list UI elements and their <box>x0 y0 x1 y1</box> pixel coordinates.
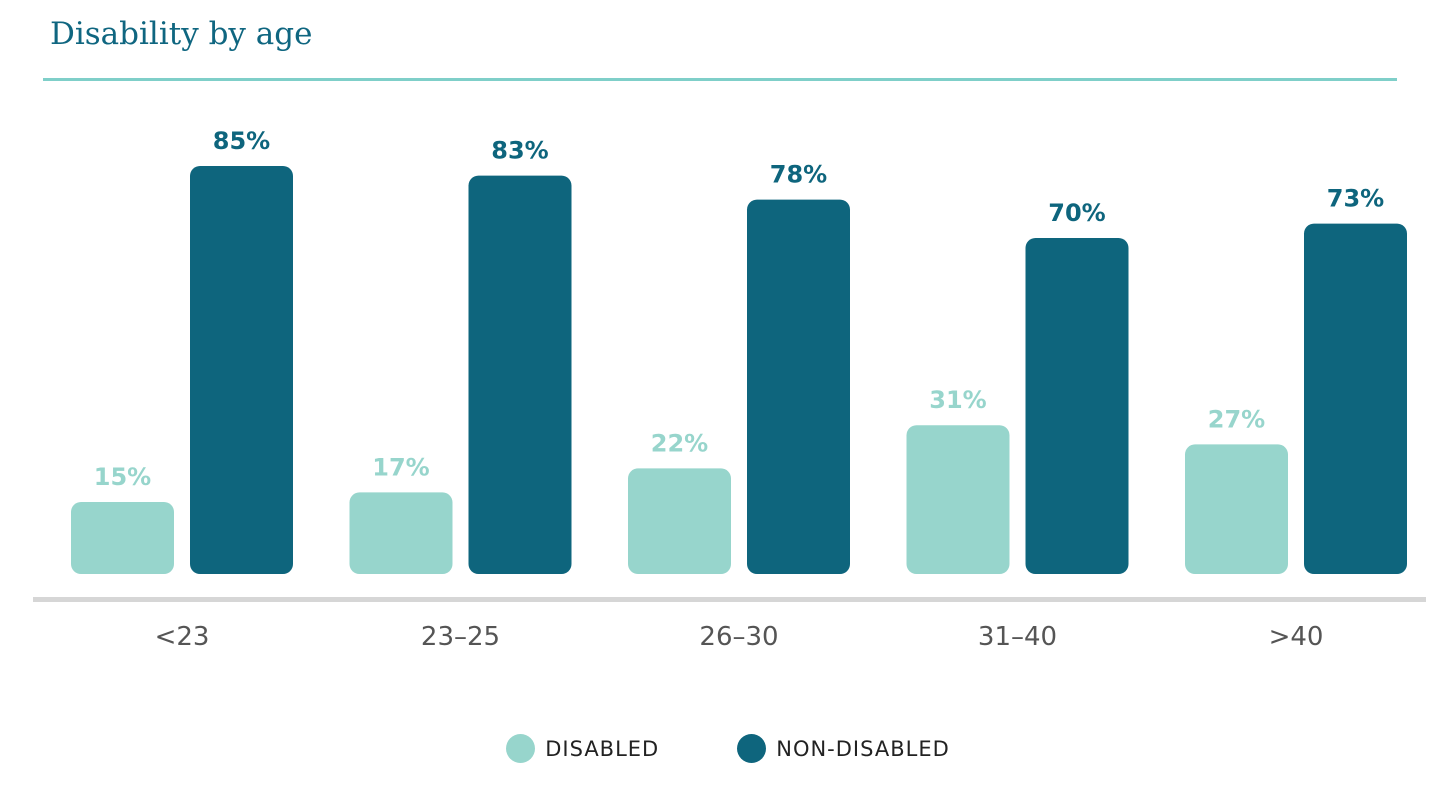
data-label-disabled-4: 27% <box>1208 405 1265 433</box>
category-label-2: 26–30 <box>699 622 778 652</box>
data-label-non-disabled-2: 78% <box>770 161 827 189</box>
chart-title: Disability by age <box>50 16 313 52</box>
data-label-non-disabled-4: 73% <box>1327 185 1384 213</box>
x-axis-line <box>33 597 1426 602</box>
data-label-non-disabled-0: 85% <box>213 127 270 155</box>
category-label-3: 31–40 <box>978 622 1057 652</box>
bar-non-disabled-4 <box>1304 223 1407 574</box>
bar-non-disabled-0 <box>190 166 293 574</box>
bar-non-disabled-2 <box>747 199 850 574</box>
legend-item-non-disabled: NON-DISABLED <box>737 734 950 763</box>
bar-non-disabled-3 <box>1025 238 1129 574</box>
legend-label-non-disabled: NON-DISABLED <box>776 736 950 761</box>
legend-label-disabled: DISABLED <box>545 736 660 761</box>
data-label-disabled-3: 31% <box>929 386 986 414</box>
data-label-disabled-2: 22% <box>651 429 708 457</box>
bar-disabled-4 <box>1185 444 1288 574</box>
bar-disabled-2 <box>628 468 731 574</box>
data-label-disabled-1: 17% <box>372 453 429 481</box>
title-divider <box>43 78 1397 81</box>
legend-swatch-non-disabled <box>737 734 767 763</box>
data-label-non-disabled-1: 83% <box>491 137 548 165</box>
data-label-non-disabled-3: 70% <box>1048 199 1105 227</box>
bar-disabled-1 <box>349 492 453 574</box>
category-label-4: >40 <box>1269 622 1324 652</box>
bar-non-disabled-1 <box>468 175 572 574</box>
bar-chart: 15% 85% <23 17% 83% 23–25 22% 78% 26–30 31% 70% 31–… <box>33 127 1426 652</box>
legend-swatch-disabled <box>506 734 536 763</box>
category-label-1: 23–25 <box>421 622 500 652</box>
bar-disabled-3 <box>906 425 1010 574</box>
category-label-0: <23 <box>155 622 210 652</box>
bar-disabled-0 <box>71 502 174 574</box>
legend: DISABLED NON-DISABLED <box>0 734 1456 763</box>
legend-item-disabled: DISABLED <box>506 734 659 763</box>
data-label-disabled-0: 15% <box>94 463 151 491</box>
